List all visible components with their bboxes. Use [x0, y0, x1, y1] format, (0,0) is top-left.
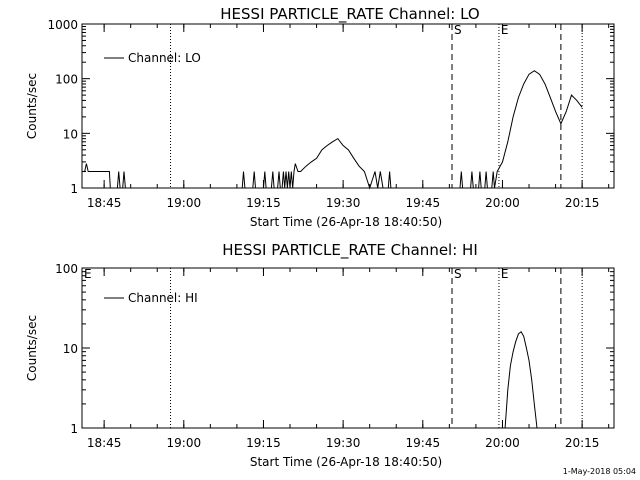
x-tick-label: 20:15: [565, 436, 600, 450]
legend-label: Channel: HI: [128, 291, 198, 305]
x-tick-label: 19:30: [326, 436, 361, 450]
x-axis-label: Start Time (26-Apr-18 18:40:50): [250, 215, 442, 229]
x-tick-label: 18:45: [87, 436, 122, 450]
y-tick-label: 1: [70, 182, 78, 196]
event-marker-label: S: [454, 23, 462, 37]
x-axis-label: Start Time (26-Apr-18 18:40:50): [250, 455, 442, 469]
y-tick-label: 100: [55, 73, 78, 87]
y-tick-label: 1: [70, 422, 78, 436]
x-tick-label: 18:45: [87, 196, 122, 210]
y-tick-label: 1000: [47, 18, 78, 32]
chart-panel-hi: HESSI PARTICLE_RATE Channel: HI Counts/s…: [25, 241, 615, 469]
y-axis-label: Counts/sec: [25, 315, 39, 381]
y-tick-label: 10: [63, 342, 78, 356]
x-tick-label: 19:45: [406, 196, 441, 210]
x-tick-label: 19:00: [167, 436, 202, 450]
x-tick-label: 19:45: [406, 436, 441, 450]
legend-label: Channel: LO: [128, 51, 201, 65]
x-tick-label: 19:15: [246, 436, 281, 450]
x-tick-label: 20:15: [565, 196, 600, 210]
chart-title: HESSI PARTICLE_RATE Channel: HI: [222, 241, 478, 260]
y-axis-label: Counts/sec: [25, 73, 39, 139]
y-tick-label: 10: [63, 127, 78, 141]
series-group: [82, 70, 583, 190]
event-marker-label: E: [84, 267, 92, 281]
axes-group: 18:45 19:00 19:15 19:30 19:45 20:00 20:15 1 10 10…: [55, 262, 614, 450]
x-tick-label: 20:00: [485, 436, 520, 450]
y-tick-label: 100: [55, 262, 78, 276]
footer-date: 1-May-2018 05:04: [563, 467, 636, 476]
x-tick-label: 19:00: [167, 196, 202, 210]
legend: Channel: LO: [104, 51, 201, 65]
series-line: [504, 330, 538, 429]
series-group: [504, 330, 538, 429]
series-line: [82, 70, 583, 190]
axes-group: 18:45 19:00 19:15 19:30 19:45 20:00 20:15 1 10 10…: [47, 18, 614, 210]
event-marker-label: E: [501, 267, 509, 281]
legend: Channel: HI: [104, 291, 198, 305]
chart-title: HESSI PARTICLE_RATE Channel: LO: [220, 5, 479, 24]
x-tick-label: 19:15: [246, 196, 281, 210]
event-marker-label: E: [501, 23, 509, 37]
x-tick-label: 19:30: [326, 196, 361, 210]
plot-frame: [81, 23, 615, 189]
chart-panel-lo: HESSI PARTICLE_RATE Channel: LO Counts/s…: [25, 5, 615, 229]
event-marker-label: S: [454, 267, 462, 281]
x-tick-label: 20:00: [485, 196, 520, 210]
